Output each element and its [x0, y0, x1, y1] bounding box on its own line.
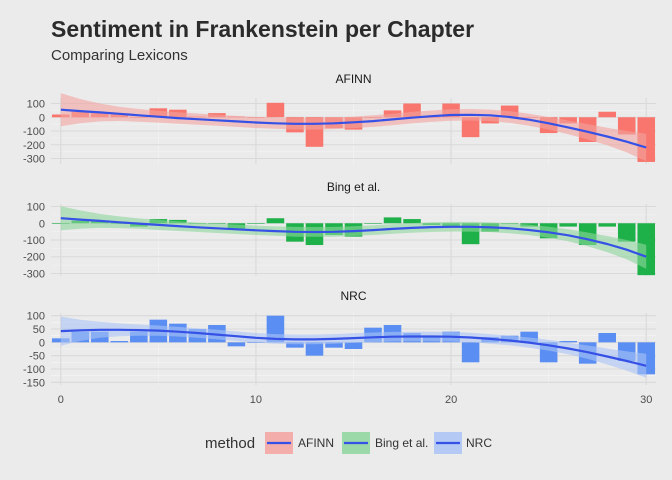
bar	[461, 117, 480, 138]
bar	[617, 223, 636, 242]
bar	[227, 342, 246, 347]
bar	[266, 102, 285, 118]
y-tick-label: -200	[23, 140, 45, 152]
legend-key	[434, 432, 462, 454]
y-tick-label: 0	[39, 337, 45, 349]
y-tick-label: -100	[23, 126, 45, 138]
bar	[51, 114, 70, 118]
x-axis: 0 10 20 30	[58, 394, 653, 406]
y-tick-label: -300	[23, 268, 45, 280]
bar	[461, 342, 480, 363]
bar	[598, 223, 616, 227]
panel-strip-label: NRC	[341, 289, 367, 303]
x-tick-label: 0	[58, 394, 64, 406]
bar	[110, 341, 129, 343]
bar	[598, 111, 616, 118]
panel-strip-label: AFINN	[336, 72, 372, 86]
chart-title: Sentiment in Frankenstein per Chapter	[51, 16, 474, 42]
bar	[208, 223, 226, 224]
bar	[559, 341, 577, 343]
bar	[51, 223, 70, 224]
bar	[325, 342, 343, 348]
legend-label: NRC	[466, 436, 492, 450]
legend-key	[265, 432, 293, 454]
smooth-trend-line	[60, 328, 647, 367]
bar	[383, 217, 402, 224]
confidence-band	[60, 316, 647, 378]
panel-strip-label: Bing et al.	[327, 180, 380, 194]
panel-1: Bing et al. 100 0 -100 -200 -300	[23, 180, 656, 280]
y-tick-label: 100	[27, 99, 45, 111]
bar	[364, 223, 382, 224]
bar	[305, 342, 324, 356]
bar	[286, 342, 304, 348]
y-tick-label: -150	[23, 377, 45, 389]
y-tick-label: -50	[29, 351, 45, 363]
bar	[617, 117, 636, 135]
bar	[403, 219, 421, 224]
chart-subtitle: Comparing Lexicons	[51, 47, 188, 64]
y-tick-label: -200	[23, 252, 45, 264]
bar	[559, 117, 577, 124]
x-tick-label: 10	[250, 394, 262, 406]
bar	[247, 223, 265, 224]
bar	[51, 338, 70, 343]
y-tick-label: -100	[23, 235, 45, 247]
x-tick-label: 30	[640, 394, 652, 406]
smooth-trend-line	[60, 217, 647, 258]
y-tick-label: 0	[39, 218, 45, 230]
bar	[247, 342, 265, 343]
confidence-band	[60, 93, 647, 162]
x-tick-label: 20	[445, 394, 457, 406]
legend: method AFINN Bing et al. NRC	[205, 432, 492, 454]
bar	[598, 333, 616, 343]
bar	[520, 331, 538, 343]
legend-key	[342, 432, 370, 454]
y-tick-label: -300	[23, 154, 45, 166]
y-tick-label: 50	[33, 324, 45, 336]
bar	[266, 218, 285, 224]
bar	[344, 342, 363, 349]
y-tick-label: -100	[23, 364, 45, 376]
bar	[130, 331, 148, 343]
bar	[559, 223, 577, 227]
y-tick-label: 100	[27, 311, 45, 323]
y-tick-label: 100	[27, 202, 45, 214]
y-tick-label: 0	[39, 112, 45, 124]
legend-title: method	[205, 435, 255, 452]
legend-label: Bing et al.	[375, 436, 428, 450]
smooth-trend-line	[60, 108, 647, 149]
legend-label: AFINN	[298, 436, 334, 450]
